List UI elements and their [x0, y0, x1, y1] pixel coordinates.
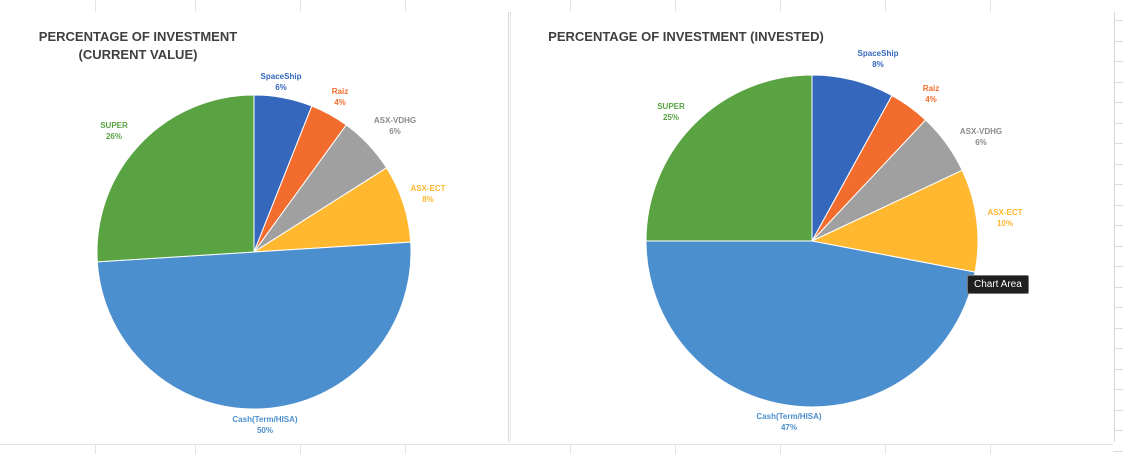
data-label-value-cash: 50% [257, 426, 273, 435]
chart-area-tooltip: Chart Area [967, 275, 1029, 294]
pie-chart-invested[interactable]: SpaceShip 8% Raiz 4% ASX-VDHG 6% ASX-ECT 10% Cas… [511, 12, 1114, 442]
data-label-value-asx-ect: 10% [997, 219, 1013, 228]
data-label-name-raiz: Raiz [332, 87, 348, 96]
pie-slice-cash[interactable] [645, 240, 976, 408]
chart-title-line-1: PERCENTAGE OF INVESTMENT [38, 29, 238, 44]
data-label-name-spaceship: SpaceShip [858, 49, 899, 58]
data-label-name-cash: Cash(Term/HISA) [232, 415, 298, 424]
data-label-name-raiz: Raiz [923, 84, 939, 93]
chart-invested[interactable]: PERCENTAGE OF INVESTMENT (INVESTED) Spac… [510, 12, 1115, 442]
data-label-name-asx-ect: ASX-ECT [410, 184, 445, 193]
data-label-name-asx-ect: ASX-ECT [987, 208, 1022, 217]
data-label-name-asx-vdhg: ASX-VDHG [960, 127, 1002, 136]
data-label-value-super: 25% [663, 113, 679, 122]
data-label-name-super: SUPER [657, 102, 685, 111]
pie-slice-super[interactable] [96, 94, 255, 263]
chart-current-value[interactable]: PERCENTAGE OF INVESTMENT (CURRENT VALUE)… [0, 12, 509, 442]
data-label-value-cash: 47% [781, 423, 797, 432]
data-label-name-spaceship: SpaceShip [261, 72, 302, 81]
chart-title: PERCENTAGE OF INVESTMENT (CURRENT VALUE) [20, 28, 256, 64]
data-label-value-spaceship: 8% [872, 60, 884, 69]
pie-slice-asx-ect[interactable] [810, 169, 979, 273]
data-label-value-asx-vdhg: 6% [389, 127, 401, 136]
chart-title-line-1: PERCENTAGE OF INVESTMENT (INVESTED) [548, 29, 824, 44]
data-label-value-raiz: 4% [925, 95, 937, 104]
chart-title-line-2: (CURRENT VALUE) [78, 47, 198, 62]
data-label-value-super: 26% [106, 132, 122, 141]
data-label-value-asx-ect: 8% [422, 195, 434, 204]
data-label-value-spaceship: 6% [275, 83, 287, 92]
data-label-value-raiz: 4% [334, 98, 346, 107]
data-label-name-cash: Cash(Term/HISA) [756, 412, 822, 421]
data-label-name-asx-vdhg: ASX-VDHG [374, 116, 416, 125]
pie-slice-cash[interactable] [96, 241, 412, 410]
data-label-value-asx-vdhg: 6% [975, 138, 987, 147]
data-label-name-super: SUPER [100, 121, 128, 130]
chart-title: PERCENTAGE OF INVESTMENT (INVESTED) [541, 28, 831, 46]
pie-slice-super[interactable] [645, 74, 813, 242]
pie-chart-current[interactable]: SpaceShip 6% Raiz 4% ASX-VDHG 6% ASX-ECT 8% Cash… [0, 12, 508, 442]
